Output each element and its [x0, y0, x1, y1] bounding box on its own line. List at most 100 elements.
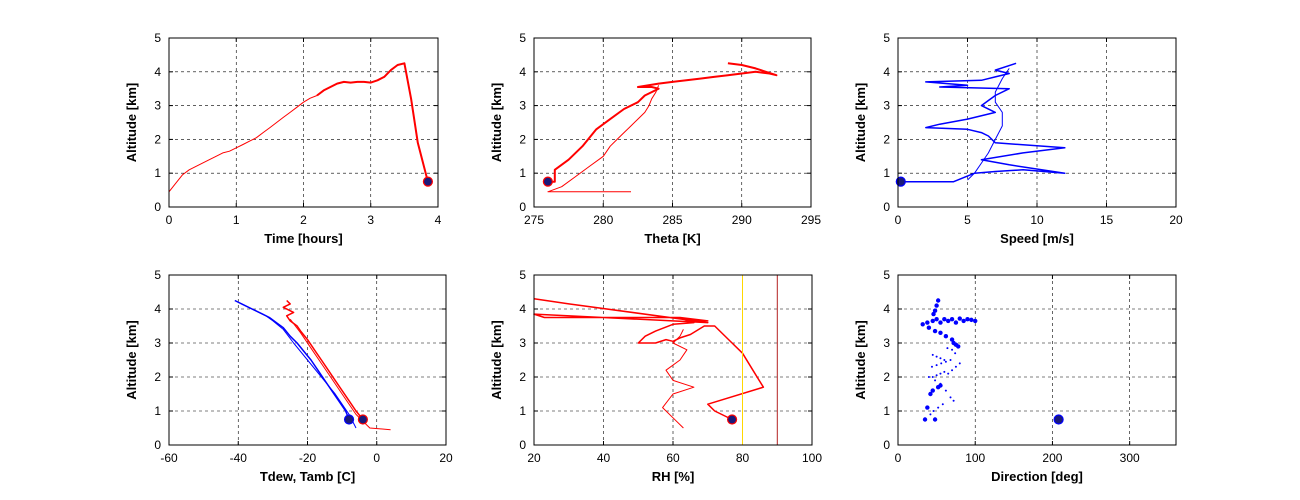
data-point	[943, 359, 946, 361]
x-tick-label: 80	[736, 451, 750, 465]
x-axis-label: Speed [m/s]	[1000, 231, 1074, 246]
y-tick-label: 3	[519, 99, 526, 113]
y-tick-label: 0	[154, 438, 161, 452]
start-marker	[895, 176, 906, 187]
y-tick-label: 5	[519, 268, 526, 282]
y-tick-label: 4	[883, 302, 890, 316]
data-point	[951, 369, 954, 372]
y-tick-label: 0	[519, 200, 526, 214]
y-tick-label: 4	[154, 65, 161, 79]
data-point	[930, 365, 933, 368]
data-point	[949, 359, 952, 361]
y-tick-label: 0	[883, 438, 890, 452]
y-tick-label: 5	[519, 31, 526, 45]
subplot-1: 0 1 2 3 4 0 1 2 3 4 5 Time [hours] Altitude [km]	[124, 31, 442, 246]
axes-frame	[168, 37, 439, 208]
data-point	[939, 382, 942, 385]
y-tick-label: 1	[883, 404, 890, 418]
data-point	[939, 372, 942, 375]
data-point	[945, 318, 951, 324]
subplot-2: 275 280 285 290 295 0 1 2 3 4 5 Theta [K] Altitude […	[489, 31, 821, 246]
data-point	[954, 352, 957, 355]
y-axis-label: Altitude [km]	[853, 83, 868, 162]
subplot-3: 0 5 10 15 20 0 1 2 3 4 5 Speed [m/s] Altitude [km]	[853, 31, 1183, 246]
y-tick-label: 5	[883, 31, 890, 45]
y-tick-label: 1	[883, 166, 890, 180]
y-tick-label: 1	[154, 166, 161, 180]
x-tick-label: -60	[160, 451, 178, 465]
data-point	[926, 325, 932, 330]
series-line	[533, 298, 765, 421]
start-marker	[542, 176, 553, 187]
x-tick-label: 295	[801, 213, 821, 227]
data-point	[942, 317, 947, 322]
x-tick-label: 10	[1030, 213, 1044, 227]
x-tick-label: 275	[524, 213, 544, 227]
series-line	[168, 95, 318, 193]
x-tick-label: 20	[527, 451, 541, 465]
x-tick-label: 20	[439, 451, 453, 465]
data-point	[932, 410, 935, 412]
data-point	[932, 328, 938, 334]
data-point	[953, 320, 959, 325]
x-tick-label: -40	[230, 451, 248, 465]
subplot-6: 0 100 200 300 0 1 2 3 4 5 Direction [deg] Altitude …	[853, 268, 1177, 484]
series-line	[547, 85, 660, 193]
data-point	[931, 376, 934, 378]
subplot-5: 20 40 60 80 100 0 1 2 3 4 5 RH [%] Altitude [km]	[489, 268, 822, 484]
data-point	[932, 308, 938, 313]
data-point	[949, 317, 955, 322]
start-marker	[343, 414, 355, 425]
x-tick-label: 0	[166, 213, 173, 227]
x-tick-label: 200	[1042, 451, 1062, 465]
data-point	[932, 417, 938, 422]
data-point	[943, 370, 946, 373]
data-point	[935, 364, 938, 367]
data-point	[969, 317, 974, 323]
x-tick-label: 300	[1120, 451, 1140, 465]
x-tick-label: 285	[662, 213, 682, 227]
y-tick-label: 3	[154, 99, 161, 113]
x-tick-label: 290	[732, 213, 752, 227]
y-tick-label: 4	[519, 302, 526, 316]
x-tick-label: 1	[233, 213, 240, 227]
y-axis-label: Altitude [km]	[124, 83, 139, 162]
data-point	[931, 353, 934, 356]
x-tick-label: 280	[593, 213, 613, 227]
data-point	[929, 413, 932, 416]
y-tick-label: 2	[883, 132, 890, 146]
data-point	[961, 318, 966, 324]
axes-frame	[897, 37, 1177, 208]
data-point	[938, 330, 943, 335]
y-tick-label: 3	[883, 336, 890, 350]
x-axis-label: Time [hours]	[264, 231, 343, 246]
y-tick-label: 2	[519, 370, 526, 384]
data-point	[944, 389, 947, 392]
y-tick-label: 2	[154, 370, 161, 384]
y-tick-label: 2	[883, 370, 890, 384]
data-point	[952, 399, 955, 402]
y-tick-label: 3	[154, 336, 161, 350]
series-line	[662, 329, 695, 429]
start-marker	[726, 414, 738, 425]
y-tick-label: 4	[154, 302, 161, 316]
x-tick-label: 3	[367, 213, 374, 227]
data-point	[925, 405, 930, 410]
y-tick-label: 0	[154, 200, 161, 214]
data-point	[956, 344, 961, 349]
y-tick-label: 4	[519, 65, 526, 79]
data-point	[925, 320, 930, 325]
data-point	[935, 355, 938, 358]
x-tick-label: 2	[300, 213, 307, 227]
data-point	[938, 320, 943, 325]
series-line	[282, 299, 364, 420]
data-point	[928, 391, 933, 397]
data-point	[954, 365, 957, 368]
x-tick-label: 4	[435, 213, 442, 227]
y-tick-label: 5	[883, 268, 890, 282]
data-point	[934, 317, 939, 322]
data-point	[943, 334, 949, 339]
data-point	[935, 374, 938, 377]
data-point	[949, 337, 955, 342]
